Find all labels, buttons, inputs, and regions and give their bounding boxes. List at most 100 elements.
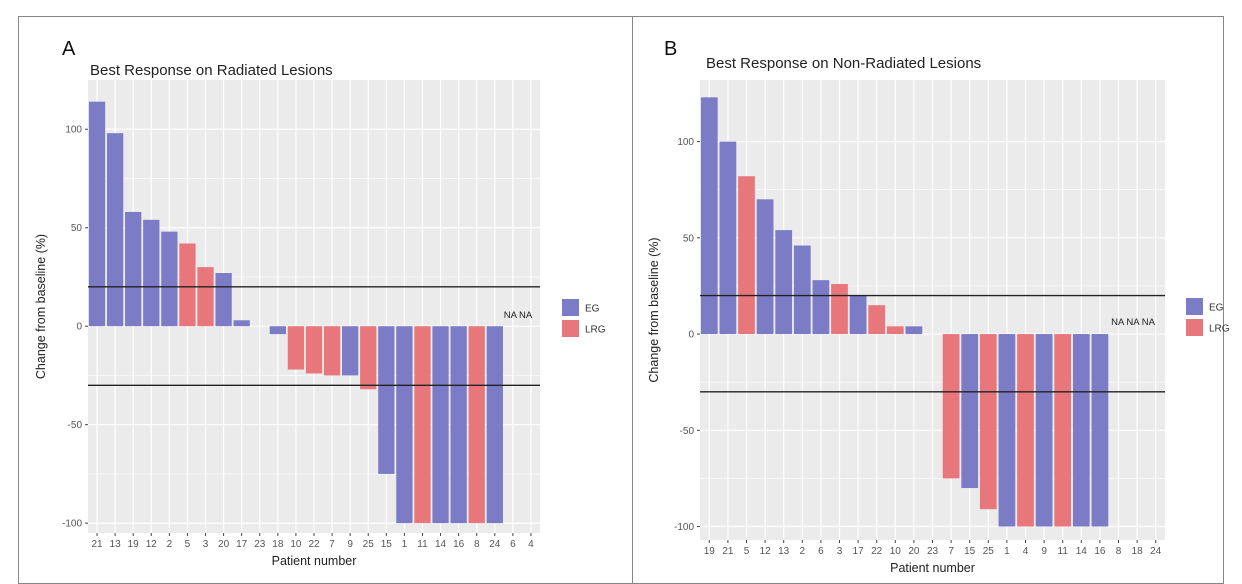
legend-label-eg: EG: [585, 304, 600, 315]
bar-16: [450, 326, 467, 524]
y-axis-title: Change from baseline (%): [34, 234, 48, 379]
y-tick-label: 0: [76, 322, 82, 333]
bar-1: [998, 334, 1016, 527]
y-tick-label: -100: [674, 522, 694, 533]
bar-9: [1035, 334, 1053, 527]
x-tick-label: 25: [983, 546, 995, 557]
bar-13: [775, 230, 793, 335]
y-tick-label: -50: [680, 426, 695, 437]
bar-21: [88, 101, 106, 327]
bar-18: [269, 326, 286, 335]
x-tick-label: 18: [272, 539, 284, 550]
bar-9: [342, 326, 359, 376]
bar-12: [143, 219, 160, 327]
x-tick-label: 15: [381, 539, 393, 550]
x-tick-label: 22: [871, 546, 883, 557]
legend-swatch-lrg: [562, 320, 579, 337]
x-tick-label: 14: [1076, 546, 1088, 557]
x-tick-label: 25: [363, 539, 375, 550]
y-tick-label: 50: [71, 223, 83, 234]
bar-20: [905, 326, 923, 335]
bar-11: [414, 326, 431, 524]
x-tick-label: 20: [908, 546, 920, 557]
na-annotation: NA NA: [504, 310, 533, 321]
legend-label-lrg: LRG: [585, 325, 606, 336]
bar-22: [305, 326, 323, 374]
x-tick-label: 20: [218, 539, 230, 550]
x-tick-label: 2: [800, 546, 806, 557]
bar-5: [738, 176, 755, 335]
x-tick-label: 4: [528, 539, 534, 550]
x-tick-label: 9: [347, 539, 353, 550]
x-axis-title: Patient number: [890, 561, 975, 575]
bar-24: [486, 326, 503, 524]
x-tick-label: 5: [185, 539, 191, 550]
x-tick-label: 10: [290, 539, 302, 550]
x-tick-label: 7: [329, 539, 335, 550]
bar-3: [831, 284, 848, 335]
bar-5: [179, 243, 196, 327]
x-tick-label: 1: [1004, 546, 1010, 557]
y-tick-label: -100: [62, 519, 82, 530]
x-tick-label: 17: [853, 546, 865, 557]
x-tick-label: 19: [704, 546, 716, 557]
bar-8: [468, 326, 485, 524]
bar-21: [719, 141, 737, 335]
x-tick-label: 9: [1041, 546, 1047, 557]
x-tick-label: 17: [236, 539, 248, 550]
na-annotation: NA NA NA: [1111, 317, 1155, 328]
x-tick-label: 13: [778, 546, 790, 557]
bar-3: [197, 267, 214, 327]
bar-10: [886, 326, 904, 335]
x-tick-label: 21: [91, 539, 103, 550]
x-tick-label: 8: [1116, 546, 1122, 557]
x-tick-label: 10: [890, 546, 902, 557]
bar-15: [378, 326, 395, 474]
bar-25: [979, 334, 997, 510]
x-tick-label: 2: [167, 539, 173, 550]
x-tick-label: 23: [927, 546, 939, 557]
x-tick-label: 7: [948, 546, 954, 557]
x-tick-label: 3: [837, 546, 843, 557]
bar-7: [942, 334, 960, 479]
bar-4: [1017, 334, 1034, 527]
y-axis-title: Change from baseline (%): [647, 237, 661, 382]
panel-a-letter: A: [62, 38, 76, 60]
bar-22: [868, 305, 886, 335]
bar-17: [233, 320, 250, 327]
legend-label-eg: EG: [1209, 303, 1224, 314]
bar-15: [961, 334, 979, 489]
bar-2: [161, 231, 178, 327]
bar-14: [432, 326, 449, 524]
x-tick-label: 12: [760, 546, 772, 557]
x-tick-label: 21: [722, 546, 734, 557]
x-tick-label: 3: [203, 539, 209, 550]
x-tick-label: 5: [744, 546, 750, 557]
x-tick-label: 11: [1058, 546, 1069, 557]
panel-b-title: Best Response on Non-Radiated Lesions: [706, 55, 982, 72]
x-tick-label: 8: [474, 539, 480, 550]
x-tick-label: 13: [110, 539, 122, 550]
bar-19: [700, 97, 718, 335]
y-tick-label: 100: [65, 125, 82, 136]
y-tick-label: 0: [688, 330, 694, 341]
x-tick-label: 4: [1023, 546, 1029, 557]
x-tick-label: 24: [489, 539, 501, 550]
x-tick-label: 1: [402, 539, 408, 550]
legend-swatch-eg: [562, 299, 579, 316]
bar-19: [125, 211, 142, 327]
bar-13: [106, 133, 124, 327]
bar-12: [756, 199, 774, 335]
legend-swatch-lrg: [1186, 319, 1203, 336]
bar-14: [1072, 334, 1090, 527]
panel-a-title: Best Response on Radiated Lesions: [90, 62, 333, 79]
x-tick-label: 22: [308, 539, 320, 550]
legend-swatch-eg: [1186, 298, 1203, 315]
x-tick-label: 18: [1132, 546, 1144, 557]
x-tick-label: 14: [435, 539, 447, 550]
x-tick-label: 11: [417, 539, 428, 550]
x-tick-label: 24: [1150, 546, 1162, 557]
